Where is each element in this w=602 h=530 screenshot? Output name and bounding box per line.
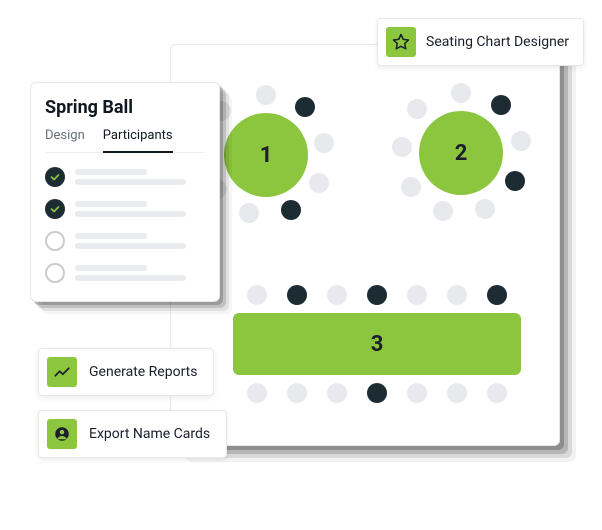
generate-reports-button[interactable]: Generate Reports (38, 348, 214, 396)
export-name-cards-label: Export Name Cards (89, 426, 210, 442)
seat[interactable] (247, 383, 267, 403)
chart-line-icon (47, 357, 77, 387)
export-name-cards-button[interactable]: Export Name Cards (38, 410, 227, 458)
placeholder-text (75, 201, 205, 217)
tab-design[interactable]: Design (45, 128, 85, 152)
list-item[interactable] (45, 199, 205, 219)
seat[interactable] (451, 83, 471, 103)
seat[interactable] (401, 177, 421, 197)
seat[interactable] (367, 383, 387, 403)
table[interactable]: 3 (233, 313, 521, 375)
seat[interactable] (281, 200, 301, 220)
seat[interactable] (447, 285, 467, 305)
seat[interactable] (239, 203, 259, 223)
table[interactable]: 2 (419, 111, 503, 195)
placeholder-text (75, 169, 205, 185)
seat[interactable] (511, 131, 531, 151)
seat[interactable] (487, 383, 507, 403)
seat[interactable] (407, 285, 427, 305)
seat[interactable] (475, 199, 495, 219)
event-title: Spring Ball (45, 97, 205, 118)
seat[interactable] (247, 285, 267, 305)
seat[interactable] (505, 171, 525, 191)
panel-tabs: Design Participants (45, 128, 205, 153)
app-title-label: Seating Chart Designer (426, 34, 569, 50)
participant-list (45, 167, 205, 283)
seat[interactable] (287, 285, 307, 305)
seat[interactable] (256, 85, 276, 105)
seat[interactable] (487, 285, 507, 305)
seat[interactable] (327, 383, 347, 403)
seat[interactable] (491, 95, 511, 115)
star-icon (386, 27, 416, 57)
stage: Seating Chart Designer 1 2 3 Spring Ball D… (0, 0, 602, 530)
seating-canvas[interactable]: 1 2 3 (170, 44, 560, 446)
table[interactable]: 1 (224, 113, 308, 197)
list-item[interactable] (45, 167, 205, 187)
seat[interactable] (327, 285, 347, 305)
placeholder-text (75, 233, 205, 249)
app-title-chip: Seating Chart Designer (377, 18, 584, 66)
check-circle-icon[interactable] (45, 199, 65, 219)
seat[interactable] (314, 133, 334, 153)
seat[interactable] (295, 97, 315, 117)
seat[interactable] (407, 99, 427, 119)
event-side-panel: Spring Ball Design Participants (30, 82, 220, 302)
circle-icon[interactable] (45, 263, 65, 283)
check-circle-icon[interactable] (45, 167, 65, 187)
seat[interactable] (447, 383, 467, 403)
seat[interactable] (392, 137, 412, 157)
seat[interactable] (309, 173, 329, 193)
seat[interactable] (367, 285, 387, 305)
seat[interactable] (407, 383, 427, 403)
list-item[interactable] (45, 263, 205, 283)
generate-reports-label: Generate Reports (89, 364, 197, 380)
user-circle-icon (47, 419, 77, 449)
circle-icon[interactable] (45, 231, 65, 251)
list-item[interactable] (45, 231, 205, 251)
seat[interactable] (433, 201, 453, 221)
seat[interactable] (287, 383, 307, 403)
placeholder-text (75, 265, 205, 281)
tab-participants[interactable]: Participants (103, 128, 173, 153)
